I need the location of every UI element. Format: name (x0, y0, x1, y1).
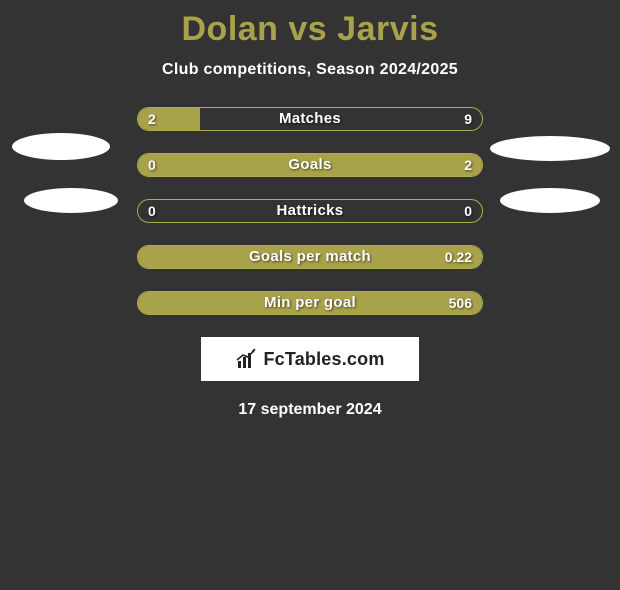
logo-text: FcTables.com (263, 349, 384, 370)
decorative-ellipse (12, 133, 110, 160)
comparison-bar-row: 0Hattricks0 (137, 199, 483, 223)
page-title: Dolan vs Jarvis (0, 10, 620, 49)
comparison-bar-row: 2Matches9 (137, 107, 483, 131)
comparison-bars: 2Matches90Goals20Hattricks0Goals per mat… (137, 107, 483, 315)
bar-metric-label: Min per goal (138, 292, 482, 314)
bar-metric-label: Matches (138, 108, 482, 130)
bar-metric-label: Hattricks (138, 200, 482, 222)
bar-metric-label: Goals per match (138, 246, 482, 268)
bar-right-value: 0 (464, 200, 472, 222)
bar-right-value: 506 (449, 292, 472, 314)
bar-right-value: 9 (464, 108, 472, 130)
bar-right-value: 2 (464, 154, 472, 176)
bar-right-value: 0.22 (445, 246, 472, 268)
comparison-bar-row: Goals per match0.22 (137, 245, 483, 269)
bar-metric-label: Goals (138, 154, 482, 176)
logo-box: FcTables.com (201, 337, 419, 381)
decorative-ellipse (500, 188, 600, 213)
decorative-ellipse (24, 188, 118, 213)
date-label: 17 september 2024 (0, 401, 620, 419)
decorative-ellipse (490, 136, 610, 161)
chart-icon (235, 347, 259, 371)
comparison-bar-row: 0Goals2 (137, 153, 483, 177)
page-subtitle: Club competitions, Season 2024/2025 (0, 61, 620, 79)
comparison-bar-row: Min per goal506 (137, 291, 483, 315)
